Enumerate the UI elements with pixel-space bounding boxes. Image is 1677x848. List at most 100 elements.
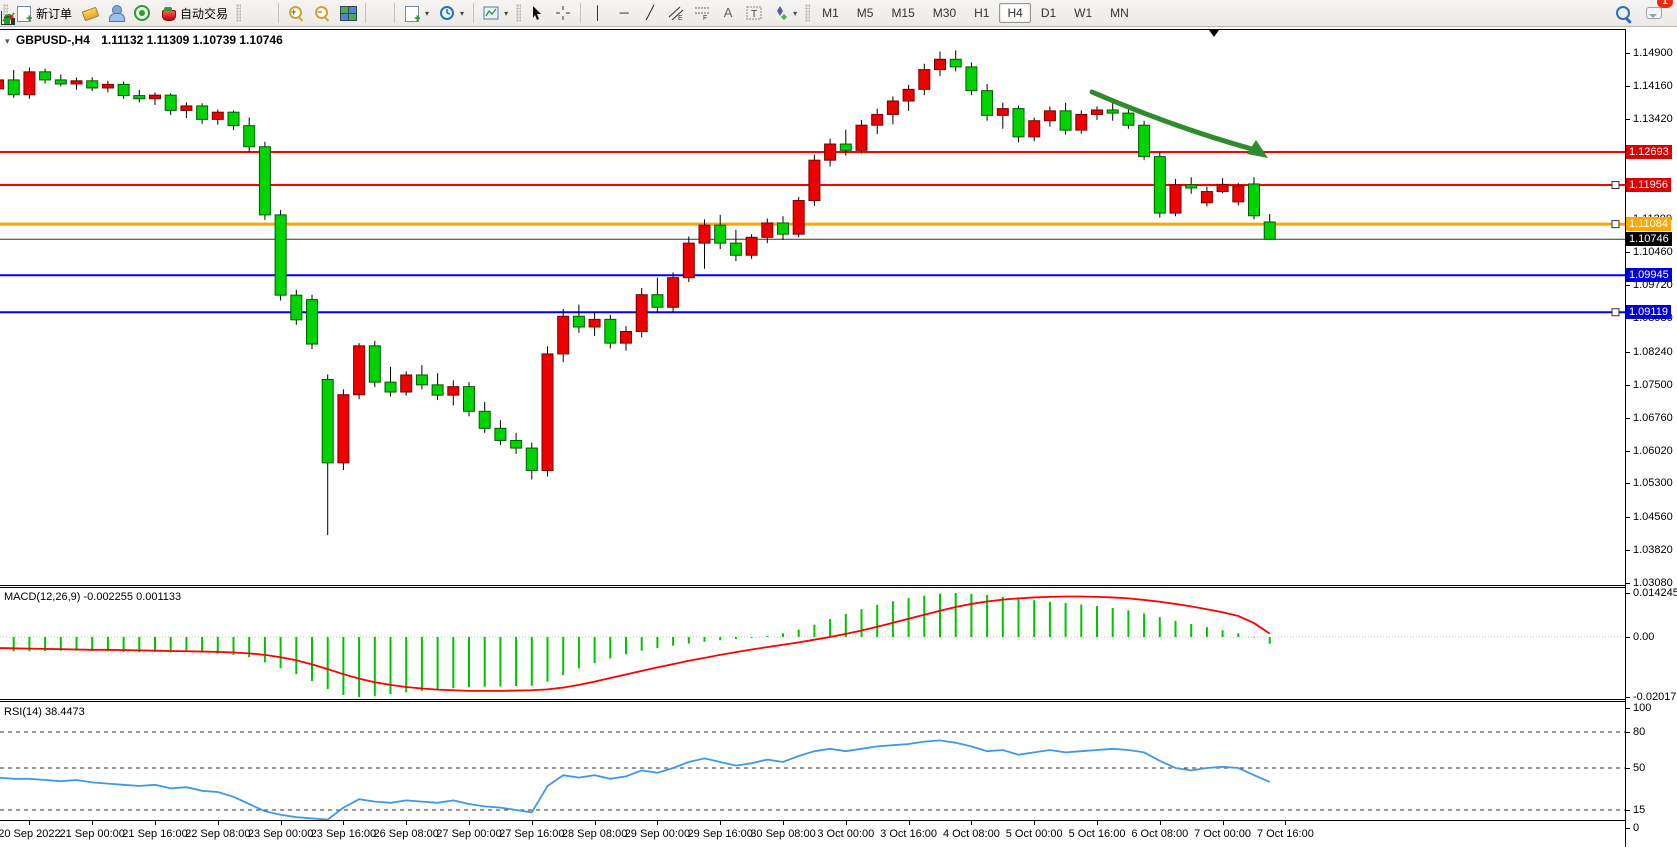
auto-trading-label: 自动交易	[180, 6, 229, 21]
candle	[1106, 109, 1119, 114]
toolbar-grip[interactable]	[3, 4, 8, 22]
candle	[682, 242, 695, 279]
candle	[839, 143, 852, 151]
tile-windows-icon	[340, 5, 358, 21]
rsi-tick: 15	[1633, 804, 1646, 816]
candle	[431, 384, 444, 396]
zoom-in-button[interactable]: +	[284, 1, 308, 25]
new-order-icon: +	[16, 5, 32, 25]
scroll-end-marker-icon[interactable]	[1209, 30, 1219, 37]
time-label: 23 Sep 16:00	[310, 828, 377, 840]
new-order-label: 新订单	[36, 6, 73, 21]
macd-pane[interactable]	[0, 588, 1625, 699]
candle	[306, 299, 318, 345]
candle	[400, 374, 413, 393]
tile-windows-button[interactable]	[336, 1, 360, 25]
price-tick: 1.03080	[1633, 577, 1673, 590]
notifications-button[interactable]: 1	[1642, 0, 1673, 25]
time-label: 3 Oct 00:00	[817, 828, 875, 840]
line-chart-button[interactable]	[1, 1, 273, 25]
rsi-line	[0, 739, 1271, 820]
auto-trading-button[interactable]: 自动交易	[156, 1, 232, 25]
tab-timeframe-M15[interactable]: M15	[891, 6, 915, 20]
label-tool-button[interactable]: T	[742, 1, 766, 25]
price-tick: 1.06760	[1633, 412, 1673, 425]
macd-indicator-label: MACD(12,26,9) -0.002255 0.001133	[4, 591, 182, 603]
price-pane[interactable]	[0, 30, 1625, 585]
pane-divider[interactable]	[0, 699, 1677, 702]
eraser-button[interactable]	[78, 1, 102, 25]
rsi-pane[interactable]	[0, 702, 1625, 820]
candle	[117, 83, 130, 97]
candle	[871, 113, 884, 126]
vertical-line-icon: │	[594, 5, 603, 20]
cursor-tool-button[interactable]	[525, 1, 549, 25]
templates-button[interactable]: ▾	[479, 1, 512, 25]
tab-timeframe-M5[interactable]: M5	[856, 6, 874, 20]
crosshair-tool-button[interactable]	[551, 1, 575, 25]
trend-arrow[interactable]	[1089, 89, 1255, 152]
collapse-caret-icon[interactable]: ▾	[5, 36, 10, 46]
candle	[510, 439, 523, 449]
tab-timeframe-M30[interactable]: M30	[932, 6, 957, 20]
time-label: 6 Oct 08:00	[1131, 828, 1189, 840]
tab-timeframe-W1[interactable]: W1	[1074, 6, 1093, 20]
signal-button[interactable]	[130, 1, 154, 25]
fibonacci-tool-button[interactable]: F	[690, 1, 714, 25]
candle	[353, 345, 366, 396]
indicators-button[interactable]: + ▾	[400, 1, 433, 25]
pane-divider[interactable]	[0, 585, 1677, 588]
text-tool-button[interactable]: A	[716, 1, 740, 25]
hline-handle[interactable]	[1611, 308, 1620, 317]
chart-window[interactable]	[0, 29, 1677, 848]
hline-tool-button[interactable]: ─	[612, 1, 636, 25]
time-label: 30 Sep 08:00	[750, 828, 816, 840]
hline-handle[interactable]	[1611, 181, 1620, 190]
candle	[1091, 109, 1103, 115]
shapes-tool-button[interactable]: ▾	[768, 1, 801, 25]
tab-timeframe-H4[interactable]: H4	[999, 3, 1031, 23]
new-order-button[interactable]: + 新订单	[12, 1, 76, 25]
candlestick-button[interactable]	[1, 1, 263, 25]
candle	[1122, 112, 1135, 126]
candle	[902, 88, 915, 102]
price-badge-1.12693: 1.12693	[1626, 144, 1672, 159]
hline-handle[interactable]	[1611, 220, 1620, 229]
vline-tool-button[interactable]: │	[586, 1, 610, 25]
auto-scroll-button[interactable]	[1, 1, 389, 25]
bar-chart-button[interactable]	[1, 1, 253, 25]
search-button[interactable]	[1611, 1, 1635, 25]
candle	[415, 374, 428, 386]
svg-text:T: T	[751, 9, 757, 20]
text-label-icon: T	[746, 5, 762, 21]
candle	[54, 79, 67, 85]
trendline-tool-button[interactable]: ╱	[638, 1, 662, 25]
candle	[1169, 184, 1182, 214]
chart-shift-button[interactable]	[1, 1, 379, 25]
rsi-tick: 50	[1633, 762, 1646, 774]
candle	[196, 105, 209, 120]
time-axis[interactable]: 20 Sep 2022 21 Sep 00:00 21 Sep 16:00 22 Se…	[0, 820, 1677, 847]
auto-trading-icon	[160, 5, 177, 21]
tab-timeframe-MN[interactable]: MN	[1110, 6, 1129, 20]
tab-timeframe-M1[interactable]: M1	[822, 6, 839, 20]
candle	[918, 69, 931, 90]
candle	[337, 394, 350, 464]
eraser-icon	[81, 5, 100, 22]
candle	[525, 447, 538, 471]
channel-tool-button[interactable]: E	[664, 1, 688, 25]
candle	[604, 318, 617, 344]
candle	[258, 146, 271, 216]
periods-button[interactable]: ▾	[435, 1, 468, 25]
notification-badge: 1	[1657, 0, 1673, 8]
candle	[934, 58, 946, 71]
time-label: 7 Oct 16:00	[1256, 828, 1314, 840]
macd-signal-line	[0, 595, 1271, 692]
zoom-out-button[interactable]: −	[310, 1, 334, 25]
svg-text:E: E	[678, 15, 683, 21]
price-axis[interactable]: 1.149001.141601.134201.112001.104601.097…	[1625, 29, 1677, 847]
tab-timeframe-H1[interactable]: H1	[974, 6, 990, 20]
tab-timeframe-D1[interactable]: D1	[1040, 6, 1057, 20]
candle	[714, 224, 727, 244]
profile-button[interactable]	[104, 1, 128, 25]
